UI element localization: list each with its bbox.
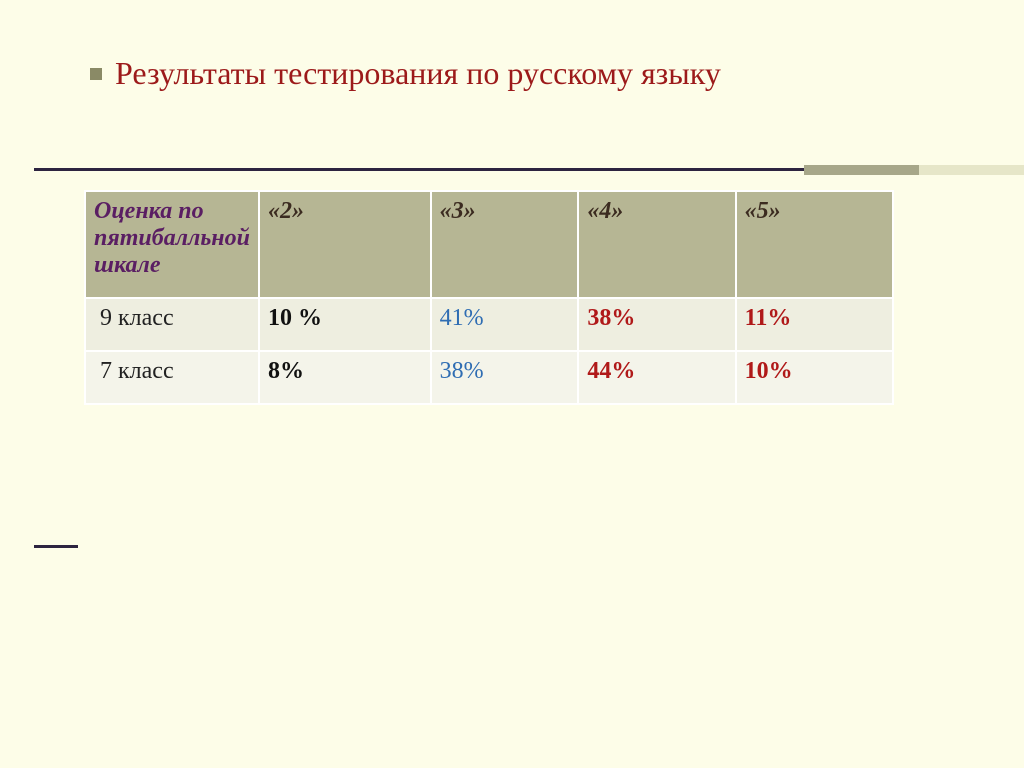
corner-tick (34, 545, 78, 548)
cell: 41% (431, 298, 579, 351)
cell: 38% (431, 351, 579, 404)
slide-title: Результаты тестирования по русскому язык… (115, 55, 721, 92)
cell: 11% (736, 298, 893, 351)
col-header-5: «5» (736, 191, 893, 298)
divider-end (919, 165, 1024, 175)
col-header-3: «3» (431, 191, 579, 298)
col-header-2: «2» (259, 191, 431, 298)
cell: 44% (578, 351, 735, 404)
col-header-4: «4» (578, 191, 735, 298)
cell: 38% (578, 298, 735, 351)
results-table: Оценка по пятибалльной шкале «2» «3» «4»… (84, 190, 894, 405)
divider-rule (34, 165, 1024, 175)
row-label: 7 класс (85, 351, 259, 404)
slide: Результаты тестирования по русскому язык… (0, 0, 1024, 768)
table-row: 7 класс 8% 38% 44% 10% (85, 351, 893, 404)
table-header-row: Оценка по пятибалльной шкале «2» «3» «4»… (85, 191, 893, 298)
table-row: 9 класс 10 % 41% 38% 11% (85, 298, 893, 351)
cell: 8% (259, 351, 431, 404)
cell: 10 % (259, 298, 431, 351)
row-label: 9 класс (85, 298, 259, 351)
title-bullet (90, 68, 102, 80)
col-header-label: Оценка по пятибалльной шкале (85, 191, 259, 298)
cell: 10% (736, 351, 893, 404)
divider-chip (804, 165, 919, 175)
